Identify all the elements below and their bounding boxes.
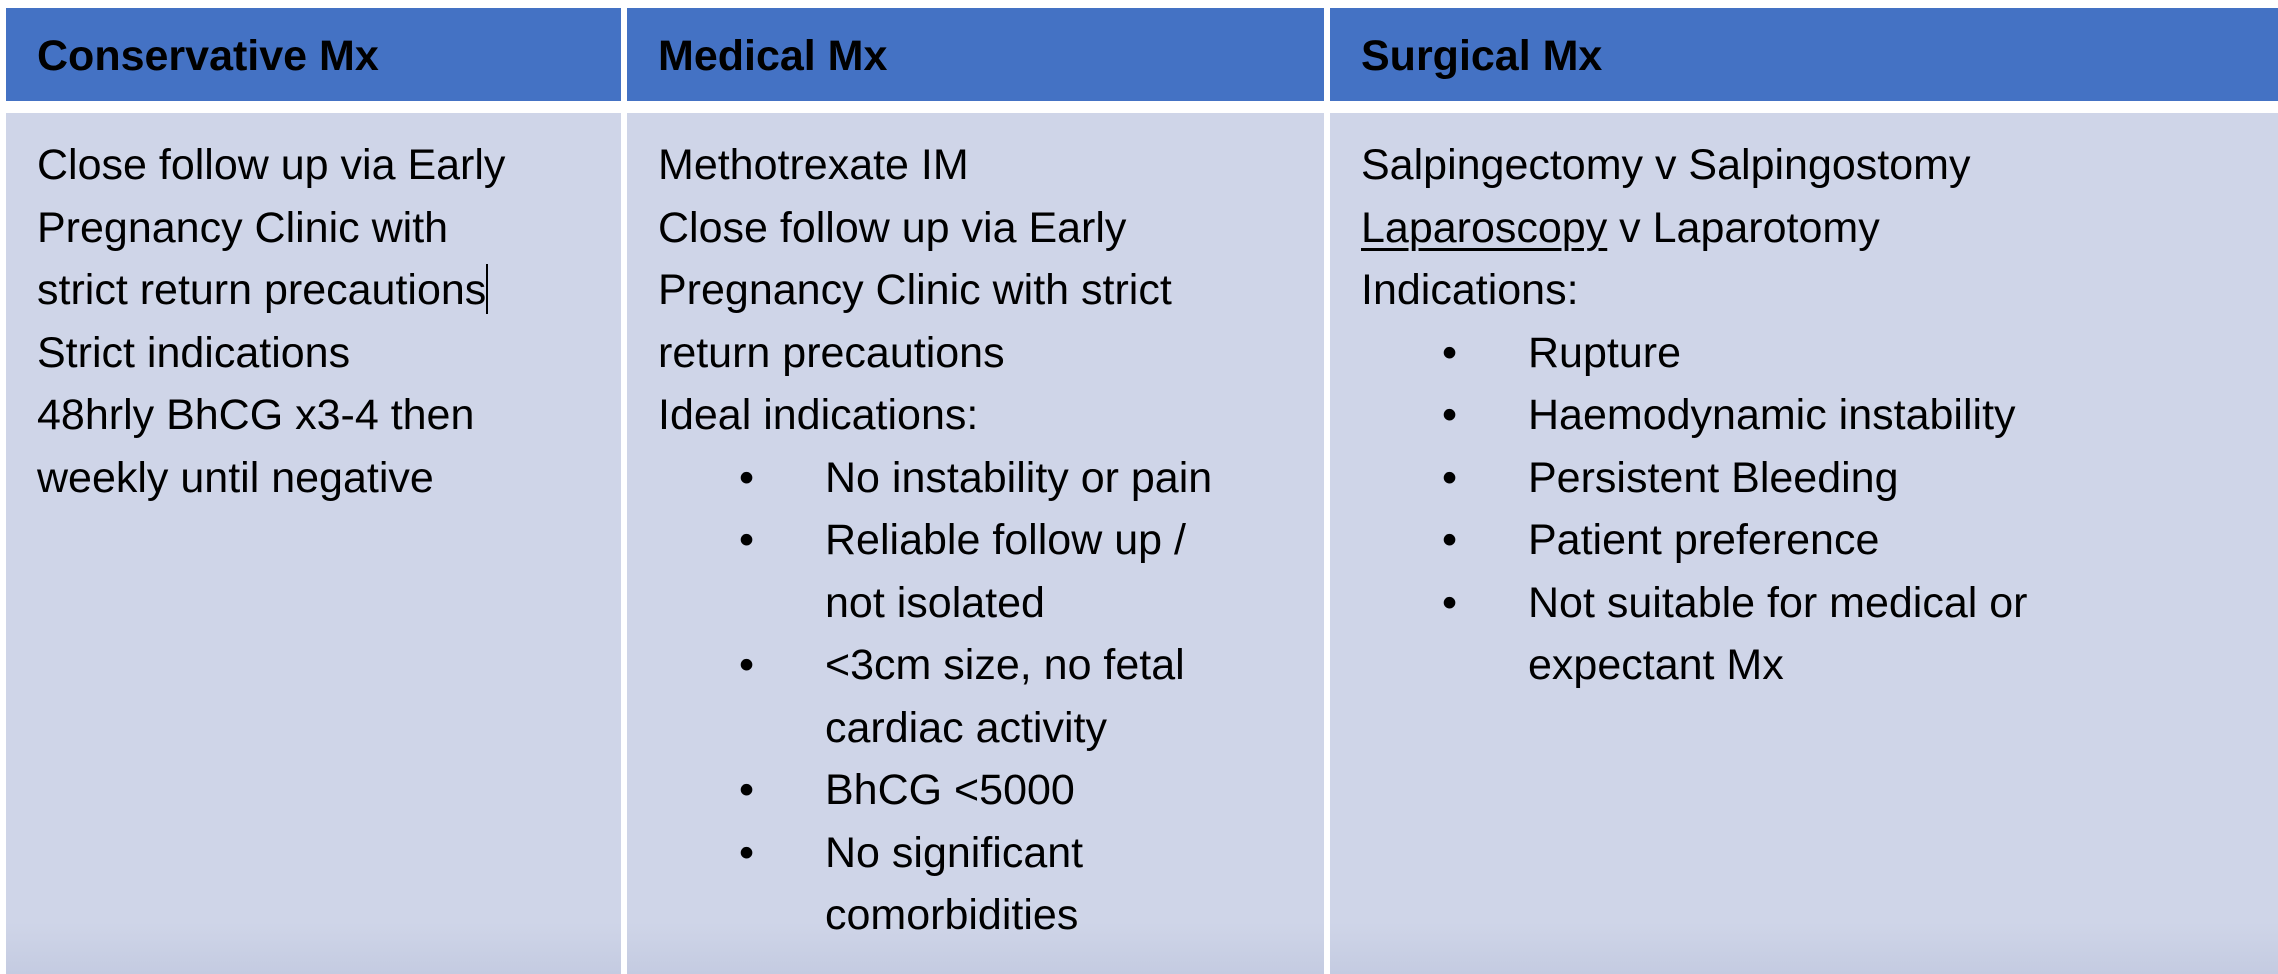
text-cursor: [486, 264, 489, 314]
medical-line: Ideal indications:: [658, 391, 979, 439]
surgical-line: Salpingectomy v Salpingostomy: [1361, 141, 1971, 189]
medical-line: Methotrexate IM: [658, 141, 969, 189]
list-item-text: No instability or pain: [825, 453, 1213, 502]
header-medical: Medical Mx: [627, 8, 1324, 101]
bullet-icon: •: [739, 516, 755, 564]
list-item: • Persistent Bleeding: [1361, 447, 2278, 510]
bullet-icon: •: [739, 828, 755, 877]
header-surgical: Surgical Mx: [1330, 8, 2278, 101]
medical-cell[interactable]: Methotrexate IM Close follow up via Earl…: [627, 113, 1324, 974]
conservative-line: Close follow up via Early: [37, 141, 506, 189]
surgical-line: Laparoscopy v Laparotomy: [1361, 197, 2278, 260]
management-table: Conservative Mx Medical Mx Surgical Mx C…: [6, 8, 2278, 974]
bullet-icon: •: [1442, 578, 1458, 627]
surgical-line: Indications:: [1361, 266, 1579, 314]
list-item-text: <3cm size, no fetal cardiac activity: [825, 641, 1185, 752]
bullet-icon: •: [1442, 453, 1458, 502]
conservative-line: Pregnancy Clinic with: [37, 203, 449, 252]
conservative-line-text: strict return precautions: [37, 266, 487, 314]
bullet-icon: •: [1442, 328, 1458, 377]
list-item: • <3cm size, no fetal cardiac activity: [658, 634, 1324, 759]
bullet-icon: •: [739, 641, 755, 689]
list-item: • Patient preference: [1361, 509, 2278, 572]
list-item-text: Persistent Bleeding: [1528, 453, 1899, 502]
conservative-line: Strict indications: [37, 328, 351, 377]
conservative-line: weekly until negative: [37, 453, 434, 502]
conservative-line: 48hrly BhCG x3-4 then: [37, 391, 475, 439]
bullet-icon: •: [1442, 516, 1458, 564]
conservative-cell[interactable]: Close follow up via Early Pregnancy Clin…: [6, 113, 621, 974]
surgical-indications-list: • Rupture • Haemodynamic instability • Pers…: [1361, 322, 2278, 697]
list-item-text: Patient preference: [1528, 516, 1880, 564]
list-item: • No significant comorbidities: [658, 822, 1324, 947]
list-item-text: Rupture: [1528, 328, 1681, 377]
bullet-icon: •: [1442, 391, 1458, 439]
list-item-text: No significant comorbidities: [825, 828, 1084, 940]
list-item: • BhCG <5000: [658, 759, 1324, 822]
bullet-icon: •: [739, 453, 755, 502]
list-item-text: BhCG <5000: [825, 766, 1075, 814]
underlined-term: Laparoscopy: [1361, 203, 1608, 252]
list-item: • Reliable follow up / not isolated: [658, 509, 1324, 634]
list-item-text: Haemodynamic instability: [1528, 391, 2016, 439]
medical-line: Close follow up via Early: [658, 203, 1127, 252]
medical-line: Pregnancy Clinic with strict: [658, 266, 1172, 314]
header-conservative: Conservative Mx: [6, 8, 621, 101]
list-item: • Haemodynamic instability: [1361, 384, 2278, 447]
list-item-text: Reliable follow up / not isolated: [825, 516, 1186, 627]
medical-indications-list: • No instability or pain • Reliable follow…: [658, 447, 1324, 947]
bullet-icon: •: [739, 766, 755, 814]
list-item: • No instability or pain: [658, 447, 1324, 510]
list-item-text: Not suitable for medical or expectant Mx: [1528, 578, 2028, 690]
surgical-cell[interactable]: Salpingectomy v Salpingostomy Laparoscop…: [1330, 113, 2278, 974]
list-item: • Rupture: [1361, 322, 2278, 385]
list-item: • Not suitable for medical or expectant M…: [1361, 572, 2278, 697]
surgical-line-text: v Laparotomy: [1607, 203, 1880, 252]
medical-line: return precautions: [658, 328, 1005, 377]
conservative-line: strict return precautions: [37, 259, 621, 322]
